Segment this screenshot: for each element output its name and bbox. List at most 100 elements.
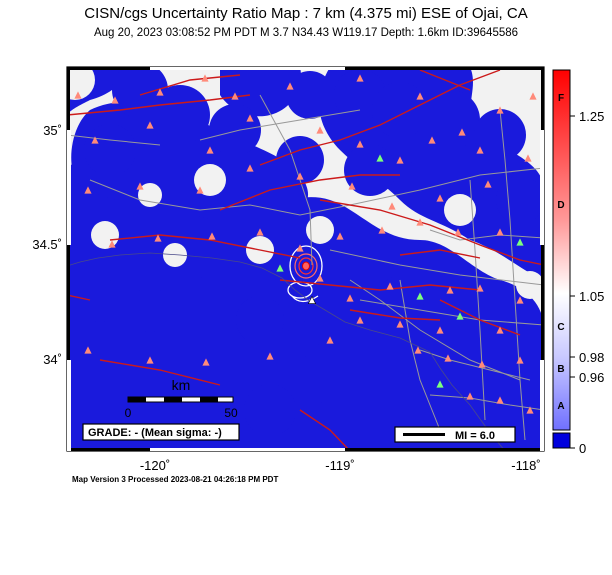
station-marker [91, 136, 99, 144]
station-marker [386, 282, 394, 290]
station-marker [456, 312, 464, 320]
map-title: CISN/cgs Uncertainty Ratio Map : 7 km (4… [84, 5, 528, 22]
colorbar-value-0: 0 [579, 441, 586, 456]
station-marker [111, 96, 119, 104]
station-marker [296, 244, 304, 252]
station-marker [108, 240, 116, 248]
grade-text: GRADE: - (Mean sigma: -) [88, 427, 222, 439]
station-marker [428, 136, 436, 144]
map-footer: Map Version 3 Processed 2023-08-21 04:26… [72, 475, 279, 484]
station-marker [201, 74, 209, 82]
station-marker [496, 326, 504, 334]
station-marker [476, 284, 484, 292]
station-marker [266, 352, 274, 360]
station-marker [336, 232, 344, 240]
station-marker [454, 228, 462, 236]
station-marker [356, 74, 364, 82]
lon-tick-119: -119˚ [325, 458, 354, 473]
station-marker [484, 180, 492, 188]
station-marker [416, 292, 424, 300]
station-marker [496, 396, 504, 404]
station-marker [286, 82, 294, 90]
station-marker [196, 186, 204, 194]
station-marker [496, 228, 504, 236]
station-marker [436, 326, 444, 334]
station-marker [516, 356, 524, 364]
station-marker [436, 380, 444, 388]
station-marker [202, 358, 210, 366]
station-marker [516, 238, 524, 246]
station-marker [376, 154, 384, 162]
station-marker [496, 106, 504, 114]
grade-d: D [557, 200, 564, 211]
station-marker [246, 114, 254, 122]
grade-box: GRADE: - (Mean sigma: -) [82, 423, 240, 441]
station-markers [74, 74, 537, 414]
scale-max: 50 [224, 406, 238, 420]
station-marker [458, 128, 466, 136]
epicenter-contours [294, 253, 318, 279]
grade-c: C [557, 322, 564, 333]
colorbar: F D C B A 1.25 1.05 0.98 0.96 0 [552, 69, 604, 456]
station-marker [316, 274, 324, 282]
colorbar-value-0-96: 0.96 [579, 370, 604, 385]
lon-tick-120: -120˚ [140, 458, 170, 473]
colorbar-value-1-05: 1.05 [579, 289, 604, 304]
coastline [67, 252, 506, 451]
station-marker [516, 296, 524, 304]
scale-unit: km [172, 377, 191, 393]
colorbar-value-1-25: 1.25 [579, 109, 604, 124]
station-marker [466, 392, 474, 400]
station-marker [378, 226, 386, 234]
station-marker [416, 218, 424, 226]
station-marker [414, 346, 422, 354]
station-marker [356, 140, 364, 148]
station-marker [529, 92, 537, 100]
station-marker [256, 228, 264, 236]
station-marker [146, 121, 154, 129]
map-canvas [67, 67, 544, 451]
station-marker [416, 92, 424, 100]
station-marker [446, 286, 454, 294]
lat-tick-34: 34˚ [43, 352, 62, 367]
grade-a: A [557, 401, 564, 412]
mi-label: MI = 6.0 [455, 430, 495, 442]
station-marker [206, 146, 214, 154]
station-marker [524, 154, 532, 162]
scale-bar: km 0 50 [125, 377, 238, 420]
station-marker [276, 264, 284, 272]
map-subtitle: Aug 20, 2023 03:08:52 PM PDT M 3.7 N34.4… [93, 27, 519, 39]
station-marker [396, 156, 404, 164]
station-marker [74, 91, 82, 99]
station-marker [84, 186, 92, 194]
station-marker [476, 146, 484, 154]
station-marker [356, 316, 364, 324]
station-marker [348, 182, 356, 190]
station-marker [231, 92, 239, 100]
station-marker [526, 406, 534, 414]
colorbar-value-0-98: 0.98 [579, 350, 604, 365]
station-marker [136, 182, 144, 190]
station-marker [154, 234, 162, 242]
station-marker [146, 356, 154, 364]
lon-tick-118: -118˚ [511, 458, 540, 473]
grade-f: F [558, 93, 564, 104]
station-marker [436, 194, 444, 202]
grade-b: B [557, 364, 564, 375]
station-marker [156, 88, 164, 96]
station-marker [346, 294, 354, 302]
station-marker [208, 232, 216, 240]
frame-ticks [67, 67, 544, 451]
lat-tick-34-5: 34.5˚ [32, 237, 62, 252]
station-marker [444, 354, 452, 362]
mi-legend: MI = 6.0 [394, 426, 516, 443]
station-marker [388, 202, 396, 210]
station-marker [246, 164, 254, 172]
station-marker [84, 346, 92, 354]
scale-min: 0 [125, 406, 132, 420]
station-marker [296, 172, 304, 180]
roads [67, 94, 544, 441]
station-marker [396, 320, 404, 328]
station-marker [307, 295, 317, 304]
